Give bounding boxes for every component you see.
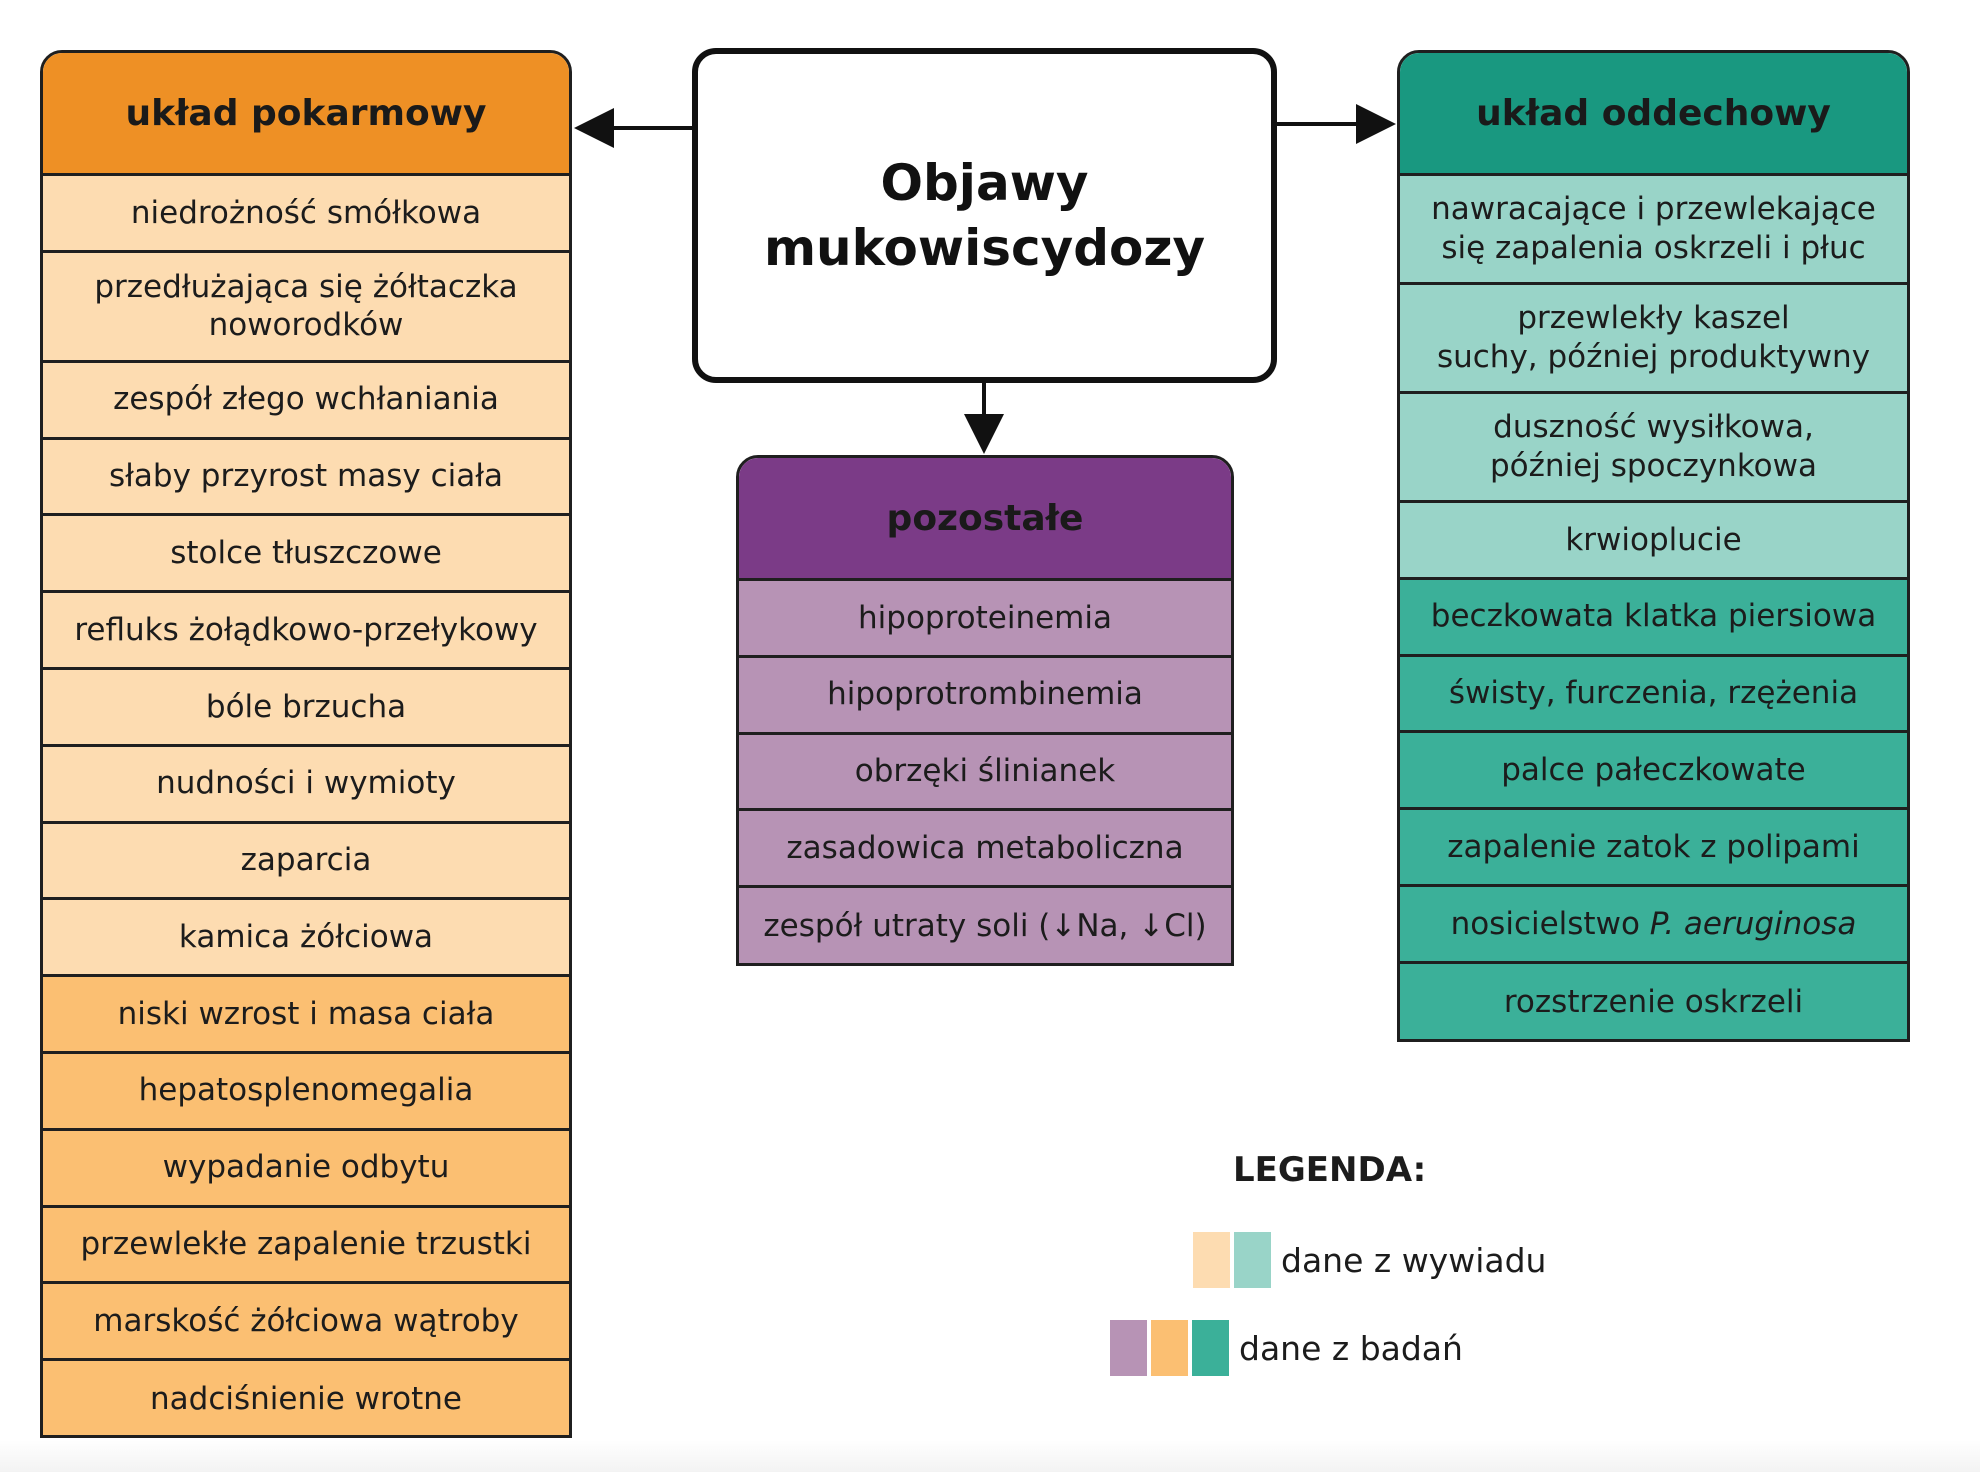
digestive-item: bóle brzucha	[43, 669, 569, 747]
respiratory-heading: układ oddechowy	[1400, 53, 1907, 176]
legend-exam-label: dane z badań	[1239, 1328, 1463, 1368]
digestive-item: zespół złego wchłaniania	[43, 362, 569, 440]
legend-swatch-respiratory-exam	[1192, 1320, 1229, 1376]
digestive-item: niski wzrost i masa ciała	[43, 977, 569, 1054]
legend-swatch-other-exam	[1110, 1320, 1147, 1376]
respiratory-item: przewlekły kaszel suchy, później produkty…	[1400, 285, 1907, 394]
digestive-item: nadciśnienie wrotne	[43, 1361, 569, 1435]
respiratory-item-line: suchy, później produktywny	[1436, 339, 1871, 375]
diagram-title-box: Objawy mukowiscydozy	[692, 48, 1277, 383]
respiratory-item: beczkowata klatka piersiowa	[1400, 579, 1907, 657]
respiratory-item-line: duszność wysiłkowa,	[1493, 409, 1814, 446]
legend-spacer	[1152, 1232, 1189, 1288]
digestive-item: słaby przyrost masy ciała	[43, 439, 569, 517]
other-item: hipoproteinemia	[739, 581, 1231, 658]
respiratory-item: duszność wysiłkowa, później spoczynkowa	[1400, 394, 1907, 503]
respiratory-item-line: się zapalenia oskrzeli i płuc	[1441, 230, 1866, 266]
legend-interview: dane z wywiadu	[1152, 1232, 1546, 1288]
digestive-item: nudności i wymioty	[43, 746, 569, 824]
digestive-item: marskość żółciowa wątroby	[43, 1284, 569, 1362]
other-column: pozostałe hipoproteinemia hipoprotrombine…	[736, 455, 1234, 966]
bottom-edge-shadow	[0, 1440, 1980, 1472]
respiratory-item: świsty, furczenia, rzężenia	[1400, 656, 1907, 734]
other-item: zespół utraty soli (↓Na, ↓Cl)	[739, 888, 1231, 963]
other-heading: pozostałe	[739, 458, 1231, 581]
respiratory-item-text: świsty, furczenia, rzężenia	[1449, 674, 1858, 713]
diagram-title-line-2: mukowiscydozy	[763, 218, 1206, 277]
respiratory-item-line: nawracające i przewlekające	[1431, 191, 1876, 228]
digestive-item: niedrożność smółkowa	[43, 176, 569, 253]
digestive-item: wypadanie odbytu	[43, 1130, 569, 1208]
respiratory-item-text: duszność wysiłkowa, później spoczynkowa	[1490, 408, 1817, 486]
legend-interview-label: dane z wywiadu	[1281, 1240, 1547, 1280]
respiratory-item-line: świsty, furczenia, rzężenia	[1448, 675, 1859, 712]
respiratory-item: rozstrzenie oskrzeli	[1400, 963, 1907, 1039]
respiratory-item: nawracające i przewlekające się zapalenia…	[1400, 176, 1907, 285]
digestive-heading: układ pokarmowy	[43, 53, 569, 176]
respiratory-item-text: palce pałeczkowate	[1501, 751, 1806, 790]
respiratory-item-text-italic: P. aeruginosa	[1649, 905, 1857, 942]
respiratory-item-line: zapalenie zatok z polipami	[1447, 828, 1860, 865]
legend-swatch-digestive-interview	[1193, 1232, 1230, 1288]
legend-swatch-digestive-exam	[1151, 1320, 1188, 1376]
respiratory-item-text: nawracające i przewlekające się zapalenia…	[1431, 190, 1876, 268]
respiratory-column: układ oddechowy nawracające i przewlekaj…	[1397, 50, 1910, 1042]
respiratory-item-line: palce pałeczkowate	[1501, 751, 1806, 788]
respiratory-item-line: beczkowata klatka piersiowa	[1430, 598, 1877, 635]
respiratory-item-text: beczkowata klatka piersiowa	[1431, 597, 1876, 636]
respiratory-item: krwioplucie	[1400, 503, 1907, 580]
respiratory-item-text: krwioplucie	[1565, 521, 1741, 560]
respiratory-item-line: rozstrzenie oskrzeli	[1503, 983, 1804, 1020]
legend-exam: dane z badań	[1110, 1320, 1463, 1376]
respiratory-item-text: rozstrzenie oskrzeli	[1504, 983, 1803, 1022]
digestive-item: przewlekłe zapalenie trzustki	[43, 1207, 569, 1285]
respiratory-item-line: przewlekły kaszel	[1517, 300, 1790, 337]
digestive-item: hepatosplenomegalia	[43, 1053, 569, 1131]
other-item: obrzęki ślinianek	[739, 734, 1231, 812]
other-item: hipoprotrombinemia	[739, 657, 1231, 735]
respiratory-item-text-part: nosicielstwo	[1450, 905, 1650, 942]
legend-title: LEGENDA:	[1233, 1150, 1427, 1190]
respiratory-item-text: przewlekły kaszel suchy, później produkty…	[1437, 299, 1870, 377]
digestive-item: refluks żołądkowo-przełykowy	[43, 593, 569, 670]
respiratory-item-line: krwioplucie	[1565, 521, 1742, 558]
respiratory-item-line: później spoczynkowa	[1490, 448, 1817, 484]
diagram-title-line-1: Objawy	[880, 153, 1089, 212]
respiratory-item: zapalenie zatok z polipami	[1400, 810, 1907, 887]
digestive-item: przedłużająca się żółtaczka noworodków	[43, 252, 569, 363]
digestive-item: zaparcia	[43, 823, 569, 901]
digestive-item: stolce tłuszczowe	[43, 516, 569, 594]
respiratory-item-text: zapalenie zatok z polipami	[1447, 828, 1860, 867]
digestive-column: układ pokarmowy niedrożność smółkowa prze…	[40, 50, 572, 1438]
respiratory-item: nosicielstwo P. aeruginosa	[1400, 886, 1907, 964]
respiratory-item: palce pałeczkowate	[1400, 733, 1907, 811]
respiratory-item-text: nosicielstwo P. aeruginosa	[1451, 905, 1857, 944]
digestive-item: kamica żółciowa	[43, 900, 569, 978]
other-item: zasadowica metaboliczna	[739, 811, 1231, 889]
legend-swatch-respiratory-interview	[1234, 1232, 1271, 1288]
